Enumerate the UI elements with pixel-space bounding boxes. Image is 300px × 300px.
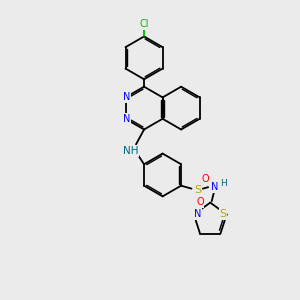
Text: N: N [211,182,218,192]
Text: Cl: Cl [139,19,149,29]
Text: S: S [194,185,201,195]
Text: N: N [123,92,131,102]
Text: H: H [220,179,226,188]
Text: NH: NH [123,146,138,156]
Text: O: O [202,174,210,184]
Text: O: O [196,197,204,207]
Text: S: S [220,209,226,219]
Text: N: N [194,209,201,219]
Text: N: N [123,114,131,124]
